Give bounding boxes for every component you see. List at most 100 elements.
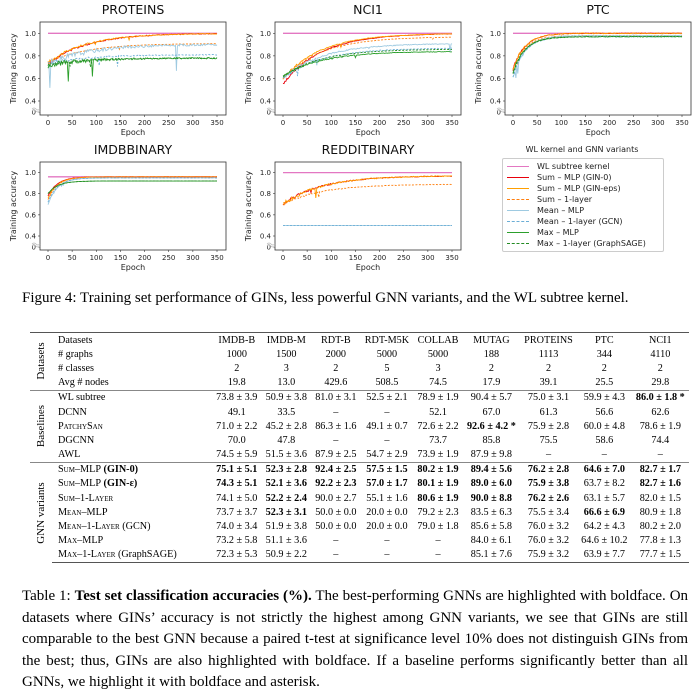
table-cell: 57.5 ± 1.5: [360, 461, 414, 477]
table-cell: 80.1 ± 1.9: [417, 478, 459, 490]
table-row: AWL 74.5 ± 5.9 51.5 ± 3.6 87.9 ± 2.5 54.7 ± …: [30, 448, 689, 463]
x-tick-label: 350: [445, 119, 458, 127]
plot-ptc: PTC 0 0.4 0.6 0.8 1.0 0 50 100 150 200 250 300 350 Epo…: [465, 0, 700, 150]
legend-line-icon: [507, 188, 529, 189]
table-cell: 77.7 ± 1.5: [631, 547, 689, 563]
table-caption-bold: Test set classification accuracies (%).: [74, 588, 312, 604]
table-row: PatchySan 71.0 ± 2.2 45.2 ± 2.8 86.3 ± 1.6 4…: [30, 419, 689, 433]
table-row: # classes 2 3 2 5 3 2 2 2 2: [30, 361, 689, 375]
table-cell: 72.3 ± 5.3: [212, 547, 262, 563]
y-tick-label: 0.8: [25, 190, 36, 198]
table-cell: –: [657, 449, 663, 461]
table-cell: 64.6 ± 7.0: [577, 461, 632, 477]
table-cell: 76.2 ± 2.6: [527, 492, 570, 504]
x-tick-label: 300: [421, 254, 434, 262]
table-cell: 87.9 ± 2.5: [315, 449, 357, 461]
table-cell: 1113: [538, 348, 559, 360]
table-cell: 74.3 ± 5.1: [216, 478, 258, 490]
table-cell: –: [333, 535, 339, 547]
series-line: [47, 177, 217, 203]
table-cell: 47.8: [277, 434, 296, 446]
x-tick-label: 250: [397, 119, 410, 127]
plot-frame: [39, 161, 227, 251]
legend-line-icon: [507, 232, 529, 233]
table-cell: 49.1: [227, 406, 246, 418]
series-line: [512, 35, 683, 78]
y-tick-label: 0.4: [260, 233, 272, 241]
table-cell: 76.0 ± 3.2: [527, 521, 570, 533]
table-cell: 73.7 ± 3.7: [216, 506, 258, 518]
table-cell: 86.3 ± 1.6: [315, 420, 357, 432]
series-line: [282, 36, 452, 79]
table-cell: 89.0 ± 6.0: [470, 478, 513, 490]
table-cell: 90.0 ± 8.8: [470, 492, 513, 504]
x-tick-label: 150: [114, 254, 127, 262]
table-cell: 56.6: [595, 406, 614, 418]
table-cell: 70.0: [227, 434, 246, 446]
table-cell: 75.1 ± 5.1: [212, 461, 262, 477]
table-cell: 52.1 ± 3.6: [265, 478, 307, 490]
y-tick-label: 0.8: [490, 52, 501, 60]
table-cell: 74.5 ± 5.9: [216, 449, 258, 461]
x-tick-label: 250: [397, 254, 410, 262]
y-tick-label: 0: [32, 109, 36, 117]
figure-caption: Figure 4: Training set performance of GI…: [22, 290, 629, 306]
axis-break-icon: [496, 107, 506, 113]
x-tick-label: 200: [373, 254, 386, 262]
table-cell: 429.6: [324, 377, 348, 389]
table-cell: 64.6 ± 10.2: [581, 535, 628, 547]
y-tick-label: 0.8: [25, 52, 36, 60]
table-caption-text: The best-performing GNNs are highlighted…: [22, 588, 689, 690]
y-tick-label: 0.4: [25, 233, 37, 241]
x-axis-label: Epoch: [121, 263, 146, 272]
table-cell: 89.4 ± 5.6: [462, 461, 520, 477]
series-line: [47, 54, 218, 67]
x-axis-label: Epoch: [586, 128, 611, 137]
series-line: [47, 32, 217, 65]
table-cell: 5000: [427, 348, 449, 360]
x-tick-label: 0: [46, 254, 50, 262]
x-tick-label: 350: [210, 254, 223, 262]
table-cell: 13.0: [277, 377, 296, 389]
table-cell: 50.9 ± 2.2: [261, 547, 312, 563]
x-tick-label: 300: [186, 119, 199, 127]
x-tick-label: 50: [68, 254, 77, 262]
plot-title: NCI1: [353, 2, 383, 17]
table-cell: 92.4 ± 2.5: [311, 461, 361, 477]
x-tick-label: 50: [303, 254, 312, 262]
table-cell: 73.9 ± 1.9: [417, 449, 459, 461]
table-cell: 64.2 ± 4.3: [583, 521, 625, 533]
x-tick-label: 200: [603, 119, 616, 127]
table-cell: IMDB-B: [212, 332, 262, 348]
y-tick-label: 0.8: [260, 52, 271, 60]
y-tick-label: 0.6: [490, 75, 502, 83]
table-cell: 2: [234, 362, 240, 374]
table-cell: PTC: [577, 332, 632, 348]
table-cell: 71.0 ± 2.2: [216, 420, 258, 432]
row-label: Max–1-Layer (GraphSAGE): [52, 547, 212, 563]
y-tick-label: 0: [497, 109, 501, 117]
table-cell: –: [384, 406, 390, 418]
x-tick-label: 350: [445, 254, 458, 262]
plot-nci1: NCI1 0 0.4 0.6 0.8 1.0 0 50 100 150 200 250 300 350 Ep…: [235, 0, 470, 150]
series-line: [282, 48, 452, 77]
y-tick-label: 0: [32, 244, 36, 252]
y-tick-label: 1.0: [260, 169, 271, 177]
legend-item: Max – 1-layer (GraphSAGE): [507, 238, 657, 249]
table-cell: 74.1 ± 5.0: [216, 492, 258, 504]
x-tick-label: 100: [90, 254, 103, 262]
row-label: # graphs: [58, 348, 93, 360]
table-cell: 57.0 ± 1.7: [366, 478, 408, 490]
plot-proteins: PROTEINS 0 0.4 0.6 0.8 1.0 0 50 100 150 200 250 300 3…: [0, 0, 235, 150]
axis-break-icon: [266, 242, 276, 248]
table-cell: 78.9 ± 1.9: [413, 389, 463, 405]
y-tick-label: 0.6: [25, 211, 37, 219]
table-cell: –: [311, 547, 361, 563]
figure-legend: WL kernel and GNN variants WL subtree ke…: [502, 145, 682, 252]
legend-label: WL subtree kernel: [537, 162, 610, 171]
table-cell: 51.5 ± 3.6: [265, 449, 307, 461]
x-tick-label: 0: [46, 119, 50, 127]
legend-item: Sum – MLP (GIN-0): [507, 172, 657, 183]
series-line: [47, 43, 218, 88]
series-line: [512, 36, 683, 74]
